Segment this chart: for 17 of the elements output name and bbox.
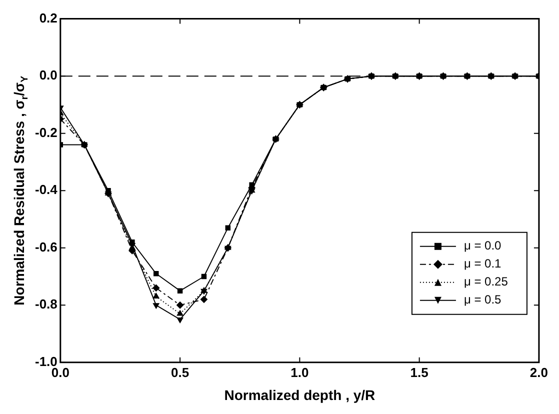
y-tick-label: -1.0: [34, 354, 58, 369]
x-tick-label: 1.5: [410, 364, 428, 380]
y-tick-label: -0.4: [34, 182, 58, 198]
x-tick-label: 1.0: [290, 364, 309, 380]
legend-label: μ = 0.0: [464, 238, 502, 253]
y-tick-label: -0.6: [34, 239, 58, 254]
x-tick-label: 2.0: [530, 364, 548, 380]
legend-label: μ = 0.1: [464, 256, 502, 271]
legend-label: μ = 0.5: [464, 292, 502, 307]
y-axis-title: Normalized Residual Stress , σr/σY: [10, 75, 31, 306]
legend-label: μ = 0.25: [464, 274, 508, 289]
x-tick-label: 0.5: [171, 364, 190, 380]
y-tick-label: 0.0: [39, 68, 58, 83]
y-tick-label: 0.2: [39, 10, 58, 26]
y-tick-label: -0.8: [34, 296, 58, 312]
x-axis-title: Normalized depth , y/R: [224, 386, 376, 403]
y-tick-label: -0.2: [34, 124, 58, 140]
